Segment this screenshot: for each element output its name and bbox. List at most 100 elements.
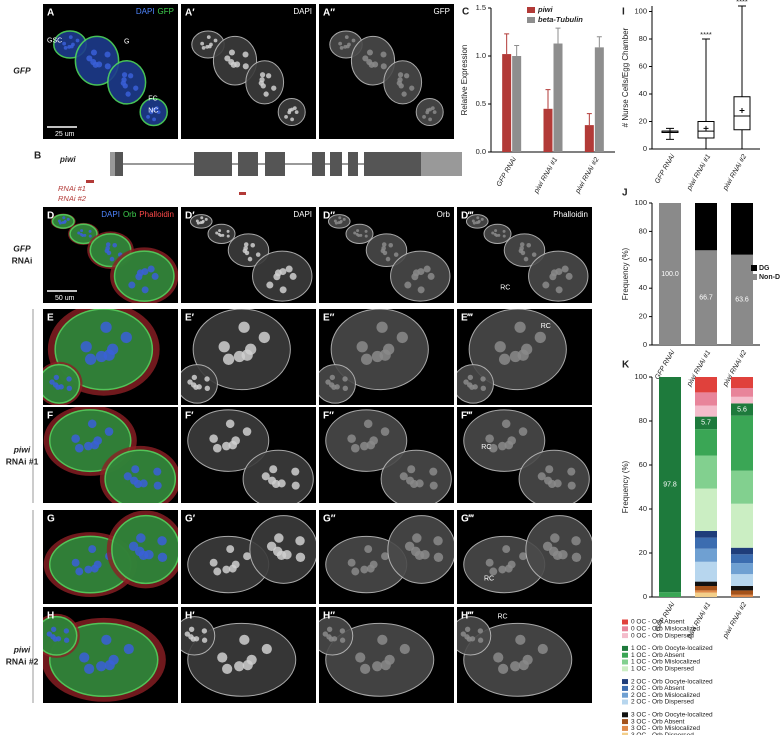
tissue bbox=[330, 309, 429, 391]
nucleus bbox=[261, 643, 272, 655]
nucleus bbox=[290, 107, 294, 112]
data-label: 66.7 bbox=[699, 294, 713, 301]
micrograph bbox=[43, 4, 178, 139]
tissue bbox=[187, 622, 297, 697]
nucleus bbox=[218, 229, 222, 233]
tissue bbox=[227, 233, 270, 268]
nucleus bbox=[523, 256, 529, 262]
panel-label: G bbox=[47, 514, 55, 525]
nucleus bbox=[355, 232, 359, 236]
nucleus bbox=[498, 565, 507, 574]
nucleus bbox=[84, 663, 95, 674]
nucleus bbox=[381, 242, 387, 247]
nucleus bbox=[571, 552, 582, 563]
nucleus bbox=[342, 217, 346, 221]
panel-label: G′ bbox=[185, 514, 196, 525]
micrograph bbox=[181, 4, 316, 139]
legend-label: 3 OC - Orb Dispersed bbox=[631, 732, 694, 735]
micrograph bbox=[181, 510, 316, 604]
legend-swatch bbox=[622, 666, 628, 672]
nucleus bbox=[199, 221, 203, 225]
nucleus bbox=[125, 91, 131, 97]
nucleus bbox=[428, 117, 432, 122]
nucleus bbox=[188, 626, 195, 632]
nucleus bbox=[423, 265, 431, 273]
nucleus bbox=[380, 51, 387, 58]
nucleus bbox=[427, 272, 435, 280]
nucleus bbox=[100, 321, 112, 333]
bar-segment bbox=[695, 592, 717, 597]
y-tick-label: 60 bbox=[639, 460, 647, 469]
nucleus bbox=[360, 441, 369, 451]
nucleus bbox=[544, 476, 553, 485]
nucleus bbox=[50, 626, 57, 632]
tissue bbox=[345, 223, 374, 244]
nucleus bbox=[477, 628, 484, 634]
nucleus bbox=[127, 73, 134, 79]
nucleus bbox=[112, 242, 118, 248]
nucleus bbox=[184, 631, 191, 637]
tissue bbox=[242, 449, 314, 503]
micrograph bbox=[457, 607, 592, 703]
legend-label: 2 OC - Orb Mislocalized bbox=[631, 692, 700, 699]
x-tick-label: GFP RNAi bbox=[496, 156, 518, 188]
nucleus bbox=[68, 35, 73, 39]
panel-label: A″ bbox=[323, 8, 335, 19]
legend-label: 3 OC - Orb Absent bbox=[631, 718, 685, 725]
nucleus bbox=[46, 631, 53, 637]
nucleus bbox=[123, 472, 132, 481]
error-bar bbox=[586, 113, 592, 126]
nucleus bbox=[121, 72, 128, 78]
micrograph bbox=[319, 207, 454, 303]
nucleus bbox=[153, 467, 162, 476]
nucleus bbox=[200, 41, 205, 46]
tissue bbox=[483, 223, 512, 244]
nucleus bbox=[228, 564, 237, 573]
nucleus bbox=[156, 110, 161, 115]
nucleus bbox=[502, 229, 506, 233]
nucleus bbox=[134, 546, 145, 557]
nucleus bbox=[242, 660, 253, 671]
panel-label: E″ bbox=[323, 313, 335, 324]
legend-swatch bbox=[751, 274, 757, 280]
x-tick-label: piwi RNAi #2 bbox=[574, 156, 601, 195]
legend-label: 3 OC - Orb Oocyte-localized bbox=[631, 712, 713, 719]
nucleus bbox=[555, 268, 563, 276]
nucleus bbox=[104, 660, 115, 671]
nucleus bbox=[362, 55, 369, 62]
nucleus bbox=[359, 233, 363, 237]
tissue bbox=[181, 616, 216, 656]
nucleus bbox=[493, 232, 497, 236]
y-tick-label: 100 bbox=[634, 198, 647, 207]
nucleus bbox=[422, 114, 426, 119]
bar-segment bbox=[659, 592, 681, 597]
nucleus bbox=[385, 256, 391, 262]
row-label-gene: piwi bbox=[13, 444, 31, 454]
y-tick-label: 20 bbox=[639, 312, 647, 321]
x-tick-label: GFP RNAi bbox=[654, 153, 676, 185]
tissue bbox=[457, 616, 492, 656]
nucleus bbox=[380, 660, 391, 671]
nucleus bbox=[433, 552, 444, 563]
nucleus bbox=[105, 242, 111, 247]
nucleus bbox=[514, 321, 526, 333]
nucleus bbox=[504, 564, 513, 573]
nucleus bbox=[498, 441, 507, 451]
nucleus bbox=[67, 45, 72, 49]
annotation: G bbox=[124, 39, 129, 46]
bar-segment bbox=[731, 586, 753, 591]
legend-label: 2 OC - Orb Absent bbox=[631, 685, 685, 692]
legend-swatch bbox=[622, 645, 628, 651]
nucleus bbox=[417, 268, 425, 276]
nucleus bbox=[204, 376, 210, 382]
panel-label: H‴ bbox=[461, 611, 474, 622]
nucleus bbox=[268, 476, 277, 485]
utr bbox=[421, 152, 462, 176]
micrograph bbox=[457, 407, 592, 503]
nucleus bbox=[531, 252, 537, 257]
tissue bbox=[350, 35, 396, 86]
data-label: 97.8 bbox=[663, 481, 677, 488]
bar-segment bbox=[695, 488, 717, 531]
